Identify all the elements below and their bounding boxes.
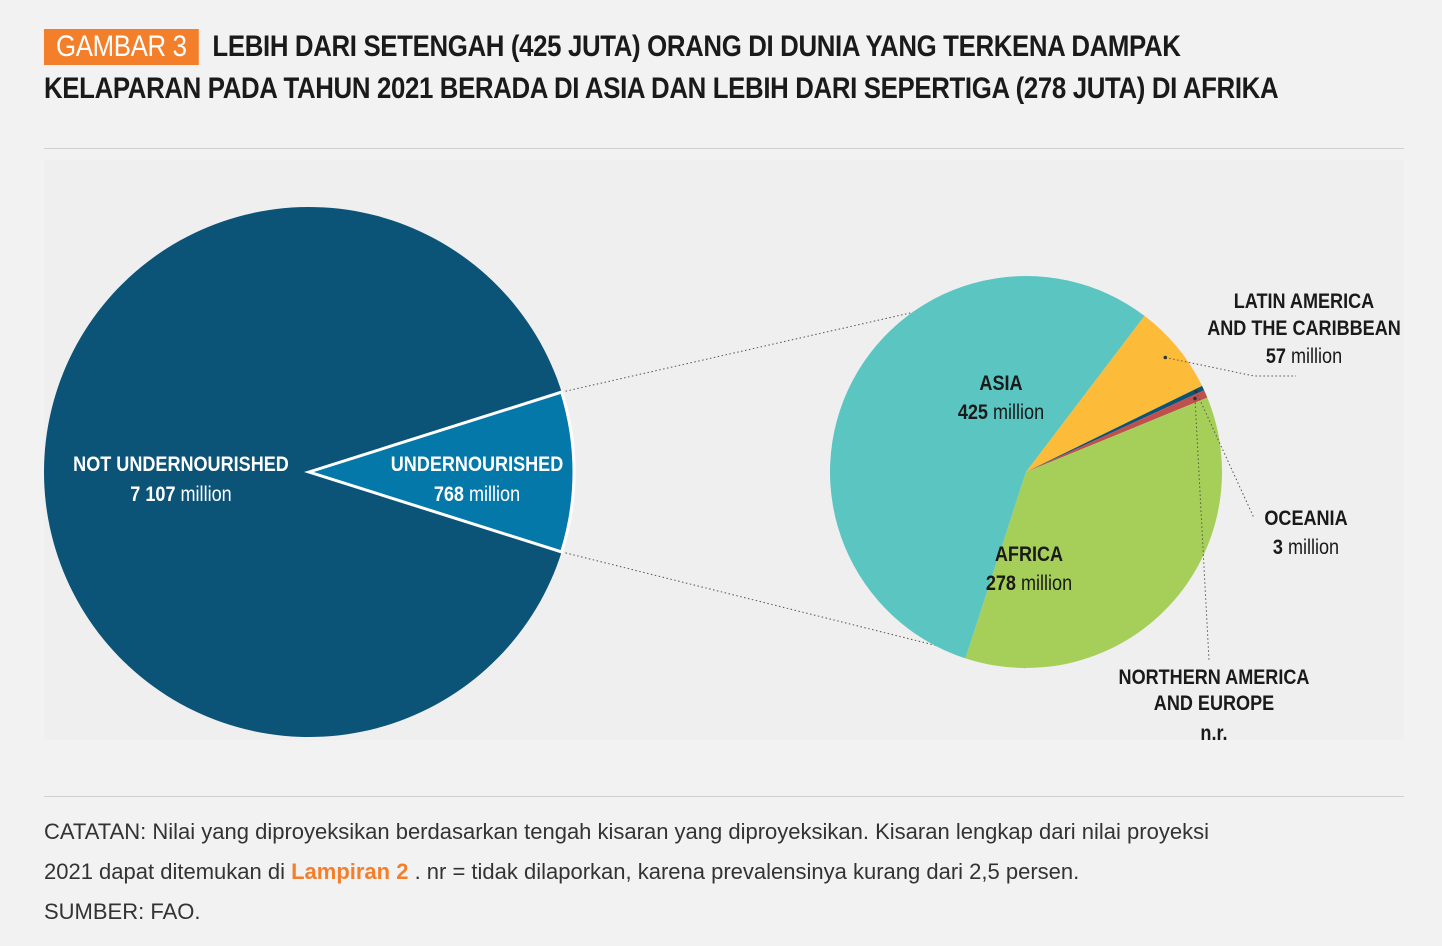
label-undernourished: UNDERNOURISHED <box>391 453 564 477</box>
connector-line-top <box>561 278 1061 393</box>
value-undernourished: 768 million <box>434 483 520 507</box>
label-asia: ASIA <box>979 372 1022 396</box>
value-latin-america: 57 million <box>1266 345 1342 369</box>
value-africa: 278 million <box>986 572 1072 596</box>
title-line-2: KELAPARAN PADA TAHUN 2021 BERADA DI ASIA… <box>44 72 1279 105</box>
label-oceania: OCEANIA <box>1264 507 1347 531</box>
note-text-3: . nr = tidak dilaporkan, karena prevalen… <box>408 859 1080 884</box>
value-oceania: 3 million <box>1273 536 1339 560</box>
pie-charts: NOT UNDERNOURISHED 7 107 million UNDERNOUR… <box>44 207 1401 740</box>
appendix-link[interactable]: Lampiran 2 <box>291 859 409 884</box>
label-not-undernourished: NOT UNDERNOURISHED <box>73 453 289 477</box>
bottom-divider <box>44 796 1404 797</box>
chart-labels: NOT UNDERNOURISHED 7 107 million UNDERNOUR… <box>73 290 1401 740</box>
label-latin-america-line2: AND THE CARIBBEAN <box>1207 317 1401 341</box>
title-text-1: LEBIH DARI SETENGAH (425 JUTA) ORANG DI … <box>212 30 1181 63</box>
leader-oceania <box>1195 391 1255 519</box>
label-northern-america-line1: NORTHERN AMERICA <box>1119 666 1310 690</box>
source-line: SUMBER: FAO. <box>44 899 201 924</box>
note-text-2: 2021 dapat ditemukan di <box>44 859 292 884</box>
title-line-1: GAMBAR 3 LEBIH DARI SETENGAH (425 JUTA) O… <box>44 26 1222 68</box>
world-pie <box>44 207 576 737</box>
figure-header: GAMBAR 3 LEBIH DARI SETENGAH (425 JUTA) O… <box>44 26 1414 110</box>
regional-pie <box>830 276 1222 669</box>
connector-lines <box>561 278 1061 669</box>
slice-latin-america <box>1026 315 1203 472</box>
label-northern-america-line2: AND EUROPE <box>1154 692 1274 716</box>
figure-label-badge: GAMBAR 3 <box>44 29 199 65</box>
value-northern-america-europe: n.r. <box>1200 722 1227 740</box>
slice-northern-america-europe <box>1026 390 1208 472</box>
value-not-undernourished: 7 107 million <box>130 483 231 507</box>
note-line-2: 2021 dapat ditemukan di Lampiran 2 . nr … <box>44 852 1404 892</box>
value-asia: 425 million <box>958 401 1044 425</box>
label-latin-america-line1: LATIN AMERICA <box>1234 290 1374 314</box>
label-africa: AFRICA <box>995 543 1063 567</box>
slice-africa <box>965 397 1222 669</box>
leader-lines <box>1163 355 1296 661</box>
slice-asia <box>830 276 1145 659</box>
slice-not-undernourished <box>44 207 562 737</box>
note-line-1: CATATAN: Nilai yang diproyeksikan berdas… <box>44 819 1209 844</box>
leader-dot-northern-america-europe <box>1193 396 1197 401</box>
figure-footer: CATATAN: Nilai yang diproyeksikan berdas… <box>44 812 1404 932</box>
slice-oceania <box>1026 385 1205 472</box>
leader-dot-latin-america <box>1163 355 1168 360</box>
chart-area: NOT UNDERNOURISHED 7 107 million UNDERNOUR… <box>44 160 1404 740</box>
leader-dot-oceania <box>1194 389 1198 394</box>
slice-undernourished <box>304 390 576 554</box>
top-divider <box>44 148 1404 149</box>
